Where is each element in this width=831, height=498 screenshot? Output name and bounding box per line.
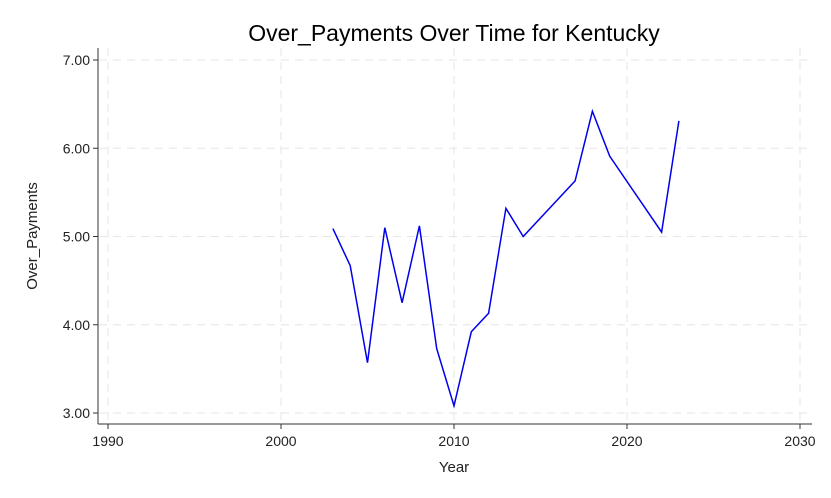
- chart-title: Over_Payments Over Time for Kentucky: [248, 20, 660, 46]
- y-axis-label: Over_Payments: [24, 182, 41, 290]
- x-tick-label: 2030: [784, 433, 815, 449]
- ticks: 3.00 4.00 5.00 6.00 7.00 1990 2000 2010 2020 2030: [63, 52, 816, 449]
- y-tick-label: 3.00: [63, 405, 90, 421]
- series-line: [332, 108, 680, 409]
- y-tick-label: 7.00: [63, 52, 90, 68]
- y-tick-label: 4.00: [63, 317, 90, 333]
- x-tick-label: 2010: [438, 433, 469, 449]
- x-tick-label: 1990: [92, 433, 123, 449]
- series: [332, 108, 680, 409]
- y-tick-label: 6.00: [63, 140, 90, 156]
- y-tick-label: 5.00: [63, 229, 90, 245]
- grid: [99, 48, 812, 423]
- x-axis-label: Year: [439, 459, 469, 476]
- x-tick-label: 2020: [611, 433, 642, 449]
- x-tick-label: 2000: [265, 433, 296, 449]
